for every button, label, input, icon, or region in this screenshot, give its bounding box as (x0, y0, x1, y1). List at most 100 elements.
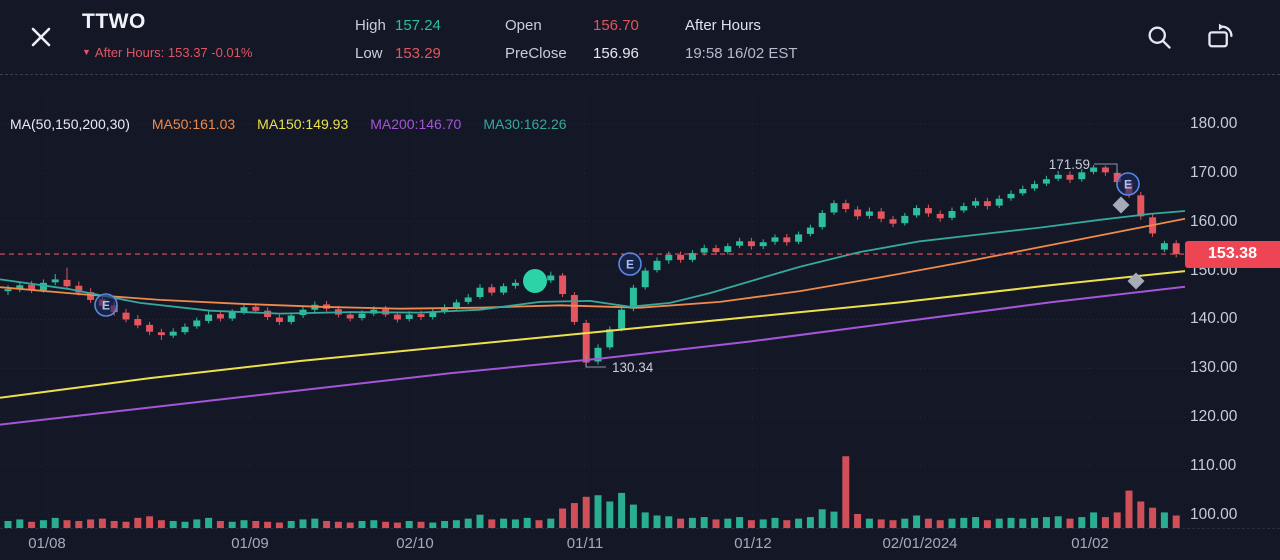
candle-body (452, 302, 460, 308)
x-axis-label: 01/02 (1071, 535, 1109, 552)
volume-bar (441, 520, 449, 528)
annotations: 171.59 130.34 (585, 157, 1118, 375)
high-label: High (355, 17, 386, 34)
volume-bar (1007, 517, 1015, 528)
annotation-label: 171.59 (1049, 157, 1090, 172)
preclose-row: PreClose 156.96 (505, 40, 639, 68)
candle-body (287, 315, 295, 322)
markers[interactable]: E E E (94, 172, 1145, 317)
candle-body (405, 314, 413, 319)
candle-body (1101, 167, 1109, 173)
candle-body (547, 275, 555, 281)
search-button[interactable] (1142, 22, 1176, 54)
volume-bar (736, 517, 744, 528)
candle-body (4, 289, 12, 292)
candle-body (559, 275, 567, 295)
earnings-marker[interactable]: E (94, 293, 118, 317)
open-value: 156.70 (593, 17, 639, 34)
ma-lines (0, 210, 1186, 426)
y-axis-label: 170.00 (1190, 163, 1238, 181)
diamond-marker[interactable] (1112, 196, 1130, 214)
volume-bar (98, 518, 106, 528)
volume-bar (193, 519, 201, 528)
volume-bar (287, 520, 295, 528)
volume-bar (1090, 512, 1098, 528)
candle-body (995, 198, 1003, 206)
candle-body (417, 314, 425, 318)
candle-body (205, 314, 213, 321)
event-dot-marker[interactable] (523, 269, 547, 293)
high-low-stats: High 157.24 Low 153.29 (355, 12, 441, 68)
volume-bar (216, 520, 224, 528)
volume-bar (87, 519, 95, 528)
volume-bar (1101, 517, 1109, 528)
candle-body (122, 312, 130, 320)
time-axis[interactable]: 01/08 01/09 02/10 01/11 01/12 02/01/2024 01/02 (0, 528, 1280, 560)
volume-bar (1054, 516, 1062, 528)
candle-body (924, 208, 932, 214)
candle-body (1066, 174, 1074, 180)
volume-bar (275, 522, 283, 528)
candle-body (488, 287, 496, 293)
volume-bar (299, 519, 307, 528)
price-axis[interactable]: 180.00 170.00 160.00 150.00 140.00 130.00 120.… (1188, 0, 1280, 560)
volume-bar (464, 518, 472, 528)
ticker-symbol: TTWO (82, 10, 146, 33)
candle-body (181, 326, 189, 333)
candle-body (983, 201, 991, 207)
candle-body (629, 287, 637, 309)
y-axis-label: 130.00 (1190, 359, 1238, 377)
volume-bar (1031, 517, 1039, 528)
low-label: Low (355, 45, 383, 62)
after-hours-change-text: After Hours: 153.37 -0.01% (94, 45, 253, 60)
rotate-screen-button[interactable] (1204, 22, 1238, 54)
volume-bar (677, 518, 685, 528)
annotation-label: 130.34 (612, 360, 654, 375)
candle-body (877, 211, 885, 219)
volume-bar (393, 522, 401, 528)
candle-body (393, 314, 401, 320)
volume-bar (346, 522, 354, 528)
volume-bar (264, 521, 272, 528)
open-row: Open 156.70 (505, 12, 639, 40)
down-arrow-icon: ▼ (82, 47, 91, 57)
svg-text:E: E (626, 258, 634, 272)
close-icon (31, 27, 51, 46)
preclose-label: PreClose (505, 45, 567, 62)
earnings-marker[interactable]: E (1116, 172, 1140, 196)
earnings-marker[interactable]: E (618, 252, 642, 276)
candle-body (700, 248, 708, 253)
high-row: High 157.24 (355, 12, 441, 40)
high-value: 157.24 (395, 17, 441, 34)
y-axis-label: 160.00 (1190, 212, 1238, 230)
volume-bar (842, 456, 850, 528)
volume-bar (618, 492, 626, 528)
candle-body (16, 285, 24, 290)
close-button[interactable] (26, 23, 56, 53)
candle-body (346, 314, 354, 319)
candle-body (747, 241, 755, 247)
candle-body (948, 210, 956, 218)
volume-bar (901, 518, 909, 528)
volume-bar (75, 520, 83, 528)
y-axis-label: 100.00 (1190, 506, 1238, 523)
volume-bar (252, 520, 260, 528)
volume-bar (830, 511, 838, 528)
volume-bar (700, 517, 708, 528)
svg-text:E: E (1124, 178, 1132, 192)
volume-bar (205, 517, 213, 528)
candle-body (771, 237, 779, 242)
volume-bar (28, 521, 36, 528)
volume-bar (535, 520, 543, 528)
x-axis-label: 01/12 (734, 535, 772, 552)
candle-body (913, 208, 921, 216)
candle-body (1172, 243, 1180, 255)
candle-body (960, 206, 968, 211)
volume-bar (570, 503, 578, 528)
volume-bar (688, 517, 696, 528)
candle-body (1054, 174, 1062, 179)
candle-body (1031, 184, 1039, 189)
y-axis-label: 140.00 (1190, 310, 1238, 328)
candle-body (665, 254, 673, 261)
